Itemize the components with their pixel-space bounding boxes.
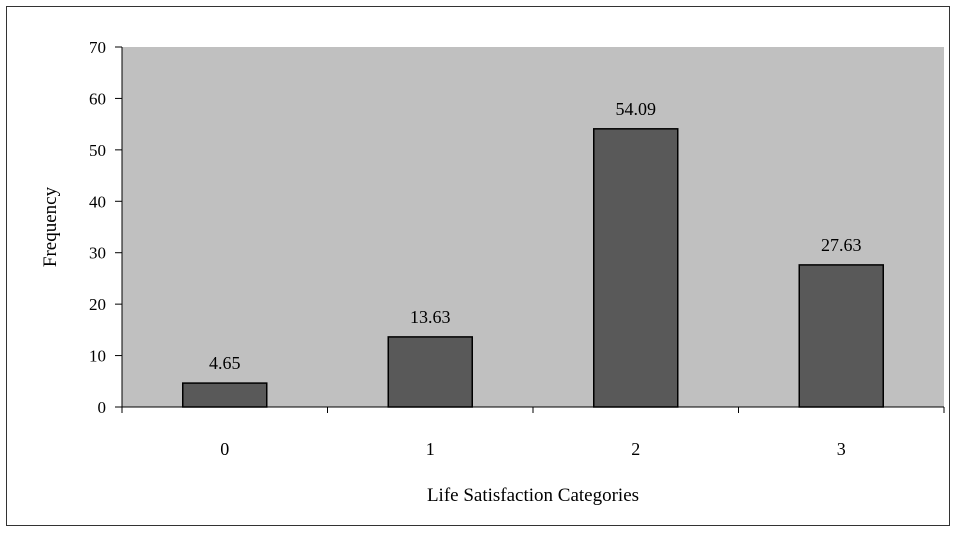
y-axis-ticks: 0 10 20 30 40 50 60 70 [89,38,122,417]
y-tick-label: 50 [89,141,106,160]
y-axis-label: Frequency [40,186,61,267]
y-tick-label: 0 [98,398,107,417]
x-tick-label: 2 [631,439,640,459]
x-axis-ticks: 0 1 2 3 [121,407,945,459]
data-label-1: 13.63 [410,307,451,327]
x-axis-label: Life Satisfaction Categories [427,485,639,506]
data-label-3: 27.63 [821,235,862,255]
data-label-2: 54.09 [616,99,657,119]
bar-1 [387,336,473,408]
y-tick-label: 10 [89,347,106,366]
y-tick-label: 40 [89,192,106,211]
y-tick-label: 70 [89,38,106,57]
y-tick-label: 20 [89,295,106,314]
bar-3 [798,264,884,408]
bar-2 [593,128,679,408]
x-tick-label: 3 [837,439,846,459]
y-tick-label: 60 [89,89,106,108]
data-labels: 4.65 13.63 54.09 27.63 [209,99,862,373]
data-label-0: 4.65 [209,353,241,373]
x-tick-label: 1 [426,439,435,459]
bar-0 [182,382,268,408]
x-tick-label: 0 [220,439,229,459]
y-tick-label: 30 [89,244,106,263]
bars [182,128,884,408]
